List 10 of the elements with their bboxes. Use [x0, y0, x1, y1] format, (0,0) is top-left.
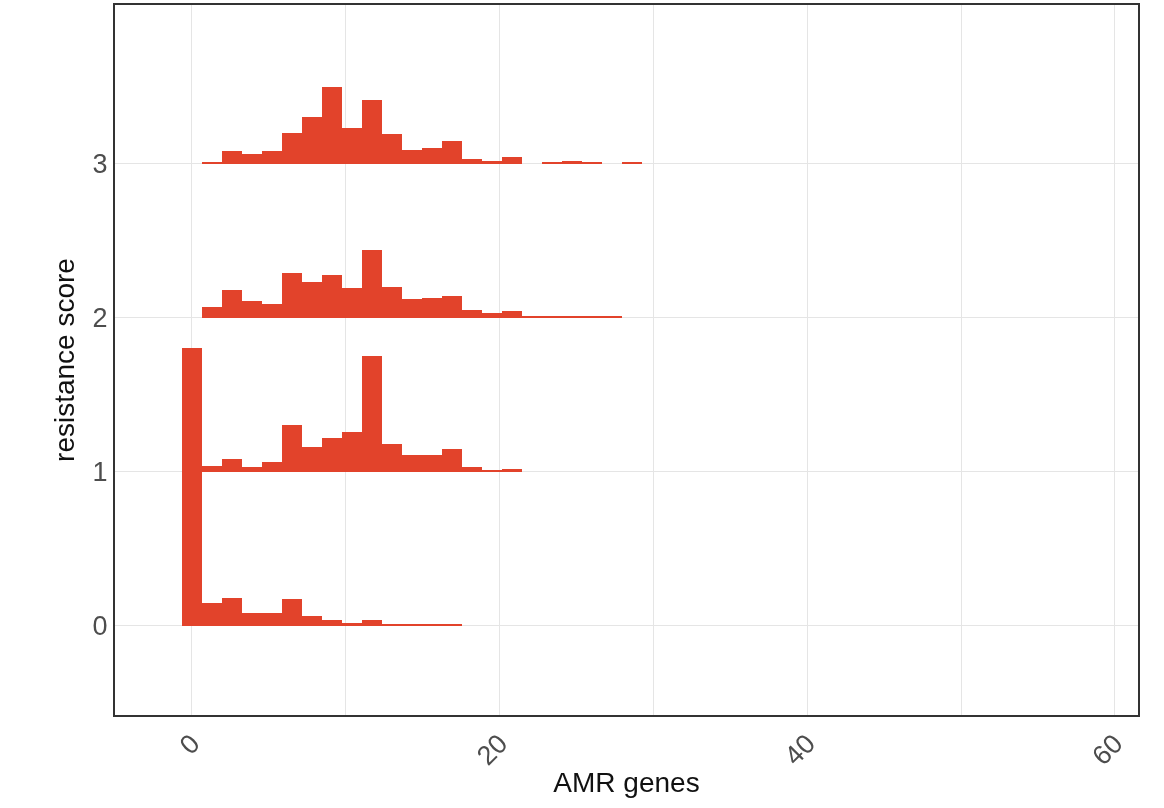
y-tick-label: 3 — [92, 149, 108, 180]
y-tick-label: 0 — [92, 611, 108, 642]
x-tick-label: 20 — [470, 728, 514, 771]
x-tick-label: 40 — [778, 728, 822, 771]
x-axis-title: AMR genes — [553, 766, 700, 798]
y-tick-label: 1 — [92, 457, 108, 488]
y-tick-label: 2 — [92, 303, 108, 334]
x-tick-label: 0 — [173, 728, 206, 761]
x-tick-label: 60 — [1086, 728, 1129, 771]
y-axis-title: resistance score — [48, 258, 80, 462]
